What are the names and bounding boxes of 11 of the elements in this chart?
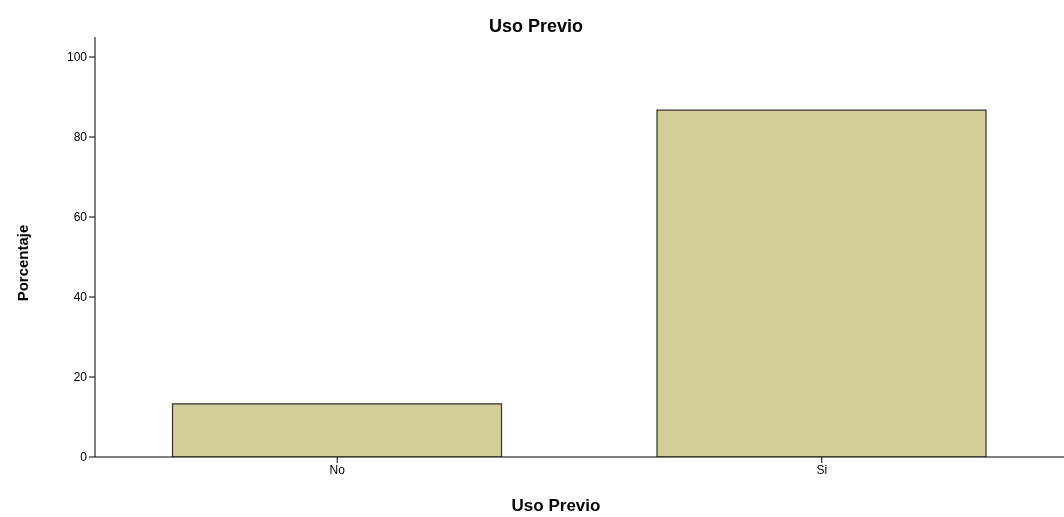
x-tick-label: No	[329, 462, 346, 477]
y-tick-label: 80	[73, 130, 88, 145]
y-tick-label: 60	[73, 210, 88, 225]
x-axis-title: Uso Previo	[510, 496, 602, 516]
x-tick-label: Si	[816, 462, 828, 477]
y-tick-label: 0	[80, 450, 88, 465]
y-axis-title: Porcentaje	[13, 224, 31, 302]
y-tick-label: 20	[73, 370, 88, 385]
y-tick-label: 100	[66, 50, 88, 65]
y-tick-label: 40	[73, 290, 88, 305]
chart-title: Uso Previo	[487, 16, 584, 37]
